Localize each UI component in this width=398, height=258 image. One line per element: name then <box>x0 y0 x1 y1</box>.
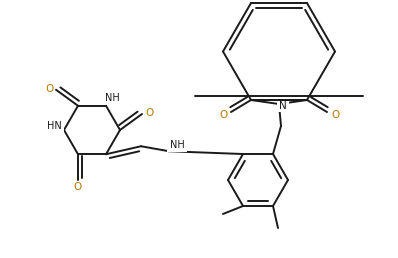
Text: O: O <box>331 110 339 120</box>
Text: O: O <box>145 108 153 118</box>
Bar <box>329 110 341 120</box>
Text: NH: NH <box>170 140 184 150</box>
Bar <box>277 101 289 111</box>
Bar <box>143 108 155 118</box>
Text: NH: NH <box>105 93 119 103</box>
Bar <box>44 120 64 132</box>
Text: O: O <box>219 110 227 120</box>
Bar <box>103 93 121 104</box>
Text: N: N <box>279 101 287 111</box>
Text: O: O <box>45 84 53 94</box>
Bar <box>167 141 187 152</box>
Bar <box>217 110 229 120</box>
Text: O: O <box>74 182 82 192</box>
Bar <box>43 84 55 94</box>
Bar <box>72 182 84 192</box>
Text: HN: HN <box>47 121 61 131</box>
